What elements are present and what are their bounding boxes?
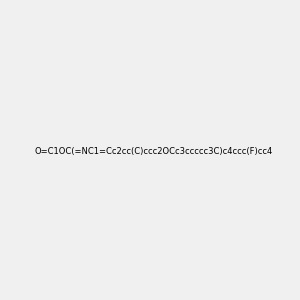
Text: O=C1OC(=NC1=Cc2cc(C)ccc2OCc3ccccc3C)c4ccc(F)cc4: O=C1OC(=NC1=Cc2cc(C)ccc2OCc3ccccc3C)c4cc… (34, 147, 273, 156)
